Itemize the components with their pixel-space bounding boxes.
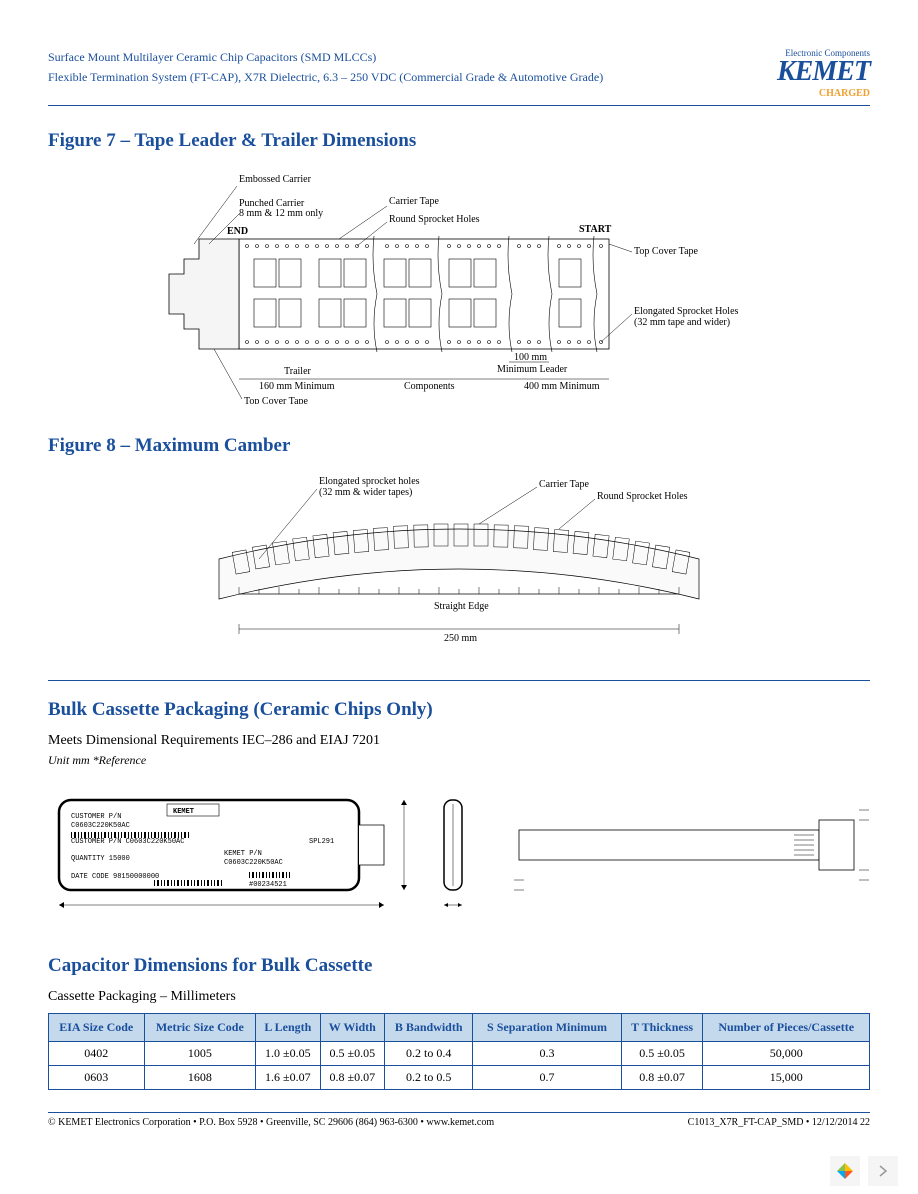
table-cell: 15,000 bbox=[703, 1066, 870, 1090]
label-start: START bbox=[579, 224, 612, 235]
bulk-subtitle: Meets Dimensional Requirements IEC–286 a… bbox=[48, 733, 870, 749]
cass-spl: SPL291 bbox=[309, 838, 334, 846]
fig8-elongated2: (32 mm & wider tapes) bbox=[319, 487, 412, 498]
table-header: S Separation Minimum bbox=[473, 1014, 621, 1042]
cassette-diagram: CUSTOMER P/N C0603C220K50AC KEMET CUSTOM… bbox=[48, 790, 870, 920]
figure7-diagram: Embossed Carrier Punched Carrier 8 mm & … bbox=[48, 164, 870, 404]
fig8-elongated1: Elongated sprocket holes bbox=[319, 476, 420, 487]
header-text: Surface Mount Multilayer Ceramic Chip Ca… bbox=[48, 48, 603, 88]
bulk-cassette-section: Bulk Cassette Packaging (Ceramic Chips O… bbox=[48, 699, 870, 955]
figure7-title: Figure 7 – Tape Leader & Trailer Dimensi… bbox=[48, 130, 870, 152]
cass-logo: KEMET bbox=[173, 808, 194, 816]
label-100b: Minimum Leader bbox=[497, 364, 568, 375]
table-cell: 0.8 ±0.07 bbox=[320, 1066, 384, 1090]
label-100a: 100 mm bbox=[514, 352, 547, 363]
cass-cust2: CUSTOMER P/N C0603C220K50AC bbox=[71, 838, 184, 846]
table-cell: 0.2 to 0.4 bbox=[385, 1042, 473, 1066]
table-cell: 1608 bbox=[144, 1066, 256, 1090]
header-line1: Surface Mount Multilayer Ceramic Chip Ca… bbox=[48, 48, 603, 66]
label-components: Components bbox=[404, 381, 455, 392]
figure-8: Figure 8 – Maximum Camber bbox=[48, 435, 870, 654]
label-trailer2: 160 mm Minimum bbox=[259, 381, 335, 392]
label-trailer1: Trailer bbox=[284, 366, 312, 377]
table-row: 040210051.0 ±0.050.5 ±0.050.2 to 0.40.30… bbox=[49, 1042, 870, 1066]
table-header: B Bandwidth bbox=[385, 1014, 473, 1042]
figure-7: Figure 7 – Tape Leader & Trailer Dimensi… bbox=[48, 130, 870, 409]
table-cell: 0.5 ±0.05 bbox=[621, 1042, 703, 1066]
bulk-title: Bulk Cassette Packaging (Ceramic Chips O… bbox=[48, 699, 870, 721]
label-embossed: Embossed Carrier bbox=[239, 174, 312, 185]
figure8-title: Figure 8 – Maximum Camber bbox=[48, 435, 870, 457]
label-elongated1: Elongated Sprocket Holes bbox=[634, 306, 739, 317]
capdim-title: Capacitor Dimensions for Bulk Cassette bbox=[48, 955, 870, 977]
nav-logo-icon[interactable] bbox=[830, 1156, 860, 1186]
table-cell: 0.2 to 0.5 bbox=[385, 1066, 473, 1090]
bottom-nav bbox=[0, 1148, 918, 1194]
table-cell: 0.3 bbox=[473, 1042, 621, 1066]
cass-kpn2: C0603C220K50AC bbox=[224, 859, 283, 867]
table-row: 060316081.6 ±0.070.8 ±0.070.2 to 0.50.70… bbox=[49, 1066, 870, 1090]
fig8-250: 250 mm bbox=[444, 633, 477, 644]
logo-charged: CHARGED bbox=[777, 88, 870, 99]
figure8-diagram: Elongated sprocket holes (32 mm & wider … bbox=[48, 469, 870, 649]
table-header: W Width bbox=[320, 1014, 384, 1042]
header-line2: Flexible Termination System (FT-CAP), X7… bbox=[48, 68, 603, 86]
bulk-note: Unit mm *Reference bbox=[48, 753, 870, 768]
table-cell: 1005 bbox=[144, 1042, 256, 1066]
label-round-sprocket: Round Sprocket Holes bbox=[389, 214, 480, 225]
cass-qty: QUANTITY 15000 bbox=[71, 855, 130, 863]
table-cell: 0603 bbox=[49, 1066, 145, 1090]
table-header: L Length bbox=[256, 1014, 320, 1042]
table-cell: 1.6 ±0.07 bbox=[256, 1066, 320, 1090]
page-header: Surface Mount Multilayer Ceramic Chip Ca… bbox=[48, 48, 870, 99]
cass-pn: C0603C220K50AC bbox=[71, 822, 130, 830]
fig8-carrier: Carrier Tape bbox=[539, 479, 589, 490]
cass-kpn1: KEMET P/N bbox=[224, 850, 262, 858]
table-cell: 50,000 bbox=[703, 1042, 870, 1066]
table-cell: 1.0 ±0.05 bbox=[256, 1042, 320, 1066]
label-carrier-tape: Carrier Tape bbox=[389, 196, 439, 207]
cass-date: DATE CODE 98150000000 bbox=[71, 873, 159, 881]
table-cell: 0.5 ±0.05 bbox=[320, 1042, 384, 1066]
cass-cust: CUSTOMER P/N bbox=[71, 813, 121, 821]
page-footer: © KEMET Electronics Corporation • P.O. B… bbox=[48, 1112, 870, 1128]
table-cell: 0.8 ±0.07 bbox=[621, 1066, 703, 1090]
cap-dimensions-section: Capacitor Dimensions for Bulk Cassette C… bbox=[48, 955, 870, 1090]
header-divider bbox=[48, 105, 870, 106]
label-top-cover: Top Cover Tape bbox=[634, 246, 699, 257]
fig8-round: Round Sprocket Holes bbox=[597, 491, 688, 502]
table-header: Metric Size Code bbox=[144, 1014, 256, 1042]
logo-main: KEMET bbox=[777, 56, 870, 87]
capdim-table: EIA Size CodeMetric Size CodeL LengthW W… bbox=[48, 1013, 870, 1090]
table-header: EIA Size Code bbox=[49, 1014, 145, 1042]
capdim-subtitle: Cassette Packaging – Millimeters bbox=[48, 989, 870, 1005]
label-top-cover2: Top Cover Tape bbox=[244, 396, 309, 404]
table-cell: 0402 bbox=[49, 1042, 145, 1066]
section-divider-1 bbox=[48, 680, 870, 681]
label-punched2: 8 mm & 12 mm only bbox=[239, 208, 323, 219]
nav-next-icon[interactable] bbox=[868, 1156, 898, 1186]
label-400: 400 mm Minimum bbox=[524, 381, 600, 392]
table-cell: 0.7 bbox=[473, 1066, 621, 1090]
table-header: T Thickness bbox=[621, 1014, 703, 1042]
kemet-logo: Electronic Components KEMET CHARGED bbox=[777, 48, 870, 99]
table-header: Number of Pieces/Cassette bbox=[703, 1014, 870, 1042]
label-elongated2: (32 mm tape and wider) bbox=[634, 317, 730, 328]
label-end: END bbox=[227, 226, 248, 237]
footer-left: © KEMET Electronics Corporation • P.O. B… bbox=[48, 1117, 494, 1128]
fig8-straight: Straight Edge bbox=[434, 601, 489, 612]
footer-right: C1013_X7R_FT-CAP_SMD • 12/12/2014 22 bbox=[688, 1117, 870, 1128]
cass-barcode-num: #00234521 bbox=[249, 881, 287, 889]
